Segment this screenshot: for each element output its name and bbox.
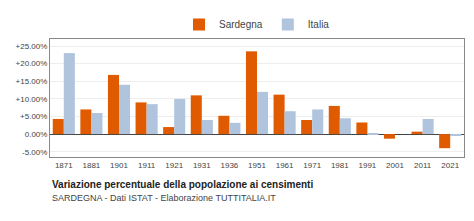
svg-text:1991: 1991	[359, 161, 377, 170]
svg-text:1881: 1881	[83, 161, 101, 170]
svg-text:1901: 1901	[110, 161, 128, 170]
svg-text:1971: 1971	[303, 161, 321, 170]
svg-text:1871: 1871	[55, 161, 73, 170]
svg-text:Sardegna: Sardegna	[219, 19, 263, 30]
svg-text:+10.00%: +10.00%	[16, 95, 48, 104]
svg-text:Variazione percentuale della p: Variazione percentuale della popolazione…	[52, 179, 313, 190]
svg-text:2001: 2001	[386, 161, 404, 170]
svg-text:1981: 1981	[331, 161, 349, 170]
svg-text:0.00%: 0.00%	[25, 130, 48, 139]
svg-text:1951: 1951	[248, 161, 266, 170]
svg-text:1921: 1921	[165, 161, 183, 170]
svg-text:1961: 1961	[276, 161, 294, 170]
svg-text:1936: 1936	[221, 161, 239, 170]
svg-text:+5.00%: +5.00%	[20, 112, 47, 121]
svg-text:+20.00%: +20.00%	[16, 59, 48, 68]
svg-text:+25.00%: +25.00%	[16, 42, 48, 51]
svg-text:+15.00%: +15.00%	[16, 77, 48, 86]
svg-text:-5.00%: -5.00%	[22, 148, 47, 157]
svg-text:2021: 2021	[441, 161, 459, 170]
svg-text:SARDEGNA - Dati ISTAT - Elabor: SARDEGNA - Dati ISTAT - Elaborazione TUT…	[52, 193, 276, 203]
svg-text:1931: 1931	[193, 161, 211, 170]
svg-text:2011: 2011	[414, 161, 432, 170]
svg-text:1911: 1911	[138, 161, 156, 170]
svg-text:Italia: Italia	[308, 19, 330, 30]
